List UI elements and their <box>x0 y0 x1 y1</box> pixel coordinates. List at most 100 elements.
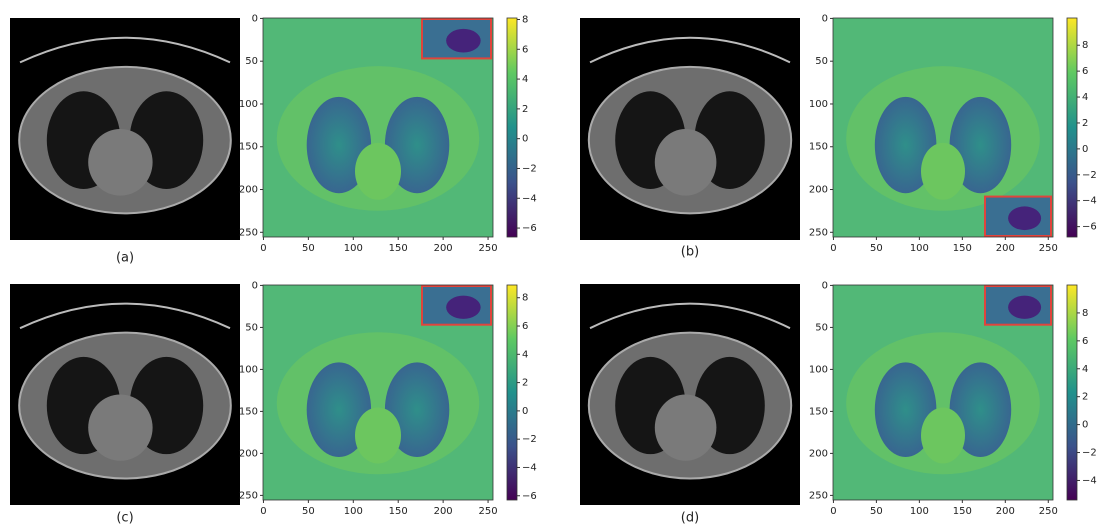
x-tick-label: 0 <box>260 243 266 254</box>
x-tick-label: 150 <box>953 506 972 517</box>
y-tick-label: 0 <box>822 280 828 291</box>
ct-table <box>19 302 231 330</box>
x-tick-label: 200 <box>434 506 453 517</box>
colorbar <box>1066 17 1078 238</box>
heatmap-frame <box>262 284 494 501</box>
x-tick-label: 150 <box>953 243 972 254</box>
colorbar-tick-label: 2 <box>522 378 528 389</box>
y-tick-label: 200 <box>809 185 828 196</box>
y-tick-label: 200 <box>809 448 828 459</box>
x-tick-label: 250 <box>479 506 498 517</box>
panel-label: (d) <box>681 511 699 525</box>
colorbar-tick-label: 2 <box>522 104 528 115</box>
colorbar-tick-label: 0 <box>1082 420 1088 431</box>
colorbar-tick-label: 0 <box>522 134 528 145</box>
colorbar-tick-label: −2 <box>1082 170 1097 181</box>
colorbar-tick-label: 8 <box>522 14 528 25</box>
heatmap-lung <box>949 362 1012 458</box>
colorbar-tick-label: 6 <box>522 321 528 332</box>
heatmap-heart <box>355 407 401 464</box>
y-tick-label: 100 <box>809 364 828 375</box>
x-tick-label: 200 <box>996 506 1015 517</box>
x-tick-label: 0 <box>260 506 266 517</box>
colorbar-tick-label: 8 <box>1082 40 1088 51</box>
y-tick-label: 250 <box>239 227 258 238</box>
y-tick-label: 150 <box>809 406 828 417</box>
heatmap-frame <box>262 17 494 238</box>
colorbar-tick-label: −2 <box>1082 448 1097 459</box>
colorbar-tick-label: 8 <box>1082 308 1088 319</box>
ct-heart <box>88 129 153 196</box>
y-tick-label: 50 <box>815 322 828 333</box>
x-tick-label: 250 <box>1039 506 1058 517</box>
x-tick-label: 50 <box>870 243 883 254</box>
colorbar-tick-label: 6 <box>1082 336 1088 347</box>
heatmap-heart <box>355 142 401 200</box>
colorbar-tick-label: −6 <box>522 223 537 234</box>
y-tick-label: 150 <box>809 142 828 153</box>
x-tick-label: 0 <box>830 243 836 254</box>
colorbar-tick-label: −4 <box>1082 196 1097 207</box>
panel-label: (a) <box>116 251 134 266</box>
colorbar-tick-label: 4 <box>522 349 528 360</box>
inset-spot <box>1008 206 1042 231</box>
colorbar-tick-label: −6 <box>522 491 537 502</box>
inset-spot <box>1008 295 1042 319</box>
colorbar-tick-label: 4 <box>1082 364 1088 375</box>
heatmap-frame <box>832 17 1054 238</box>
heatmap-frame <box>832 284 1054 501</box>
heatmap-lung <box>384 362 450 458</box>
y-tick-label: 200 <box>239 185 258 196</box>
colorbar-tick-label: 2 <box>1082 118 1088 129</box>
heatmap-lung <box>306 96 372 194</box>
ct-table <box>589 302 791 330</box>
y-tick-label: 250 <box>809 227 828 238</box>
y-tick-label: 250 <box>809 490 828 501</box>
x-tick-label: 250 <box>479 243 498 254</box>
x-tick-label: 100 <box>910 506 929 517</box>
y-tick-label: 0 <box>252 13 258 24</box>
colorbar-tick-label: −4 <box>1082 475 1097 486</box>
y-tick-label: 0 <box>822 13 828 24</box>
colorbar-tick-label: 6 <box>1082 66 1088 77</box>
heatmap-heart <box>921 142 965 200</box>
colorbar-tick-label: 4 <box>1082 92 1088 103</box>
y-tick-label: 250 <box>239 490 258 501</box>
heatmap-lung <box>874 362 937 458</box>
x-tick-label: 50 <box>870 506 883 517</box>
ct-heart <box>88 394 153 461</box>
x-tick-label: 250 <box>1039 243 1058 254</box>
y-tick-label: 200 <box>239 448 258 459</box>
colorbar-tick-label: −2 <box>522 434 537 445</box>
panel-label: (c) <box>116 511 133 525</box>
panel-label: (b) <box>681 245 699 260</box>
ct-heart <box>654 129 717 196</box>
y-tick-label: 100 <box>239 364 258 375</box>
heatmap-heart <box>921 407 965 464</box>
y-tick-label: 50 <box>245 56 258 67</box>
x-tick-label: 150 <box>389 506 408 517</box>
colorbar-tick-label: −4 <box>522 193 537 204</box>
ct-heart <box>654 394 717 461</box>
colorbar-tick-label: 6 <box>522 44 528 55</box>
x-tick-label: 100 <box>344 506 363 517</box>
colorbar-tick-label: 4 <box>522 74 528 85</box>
y-tick-label: 150 <box>239 406 258 417</box>
x-tick-label: 100 <box>344 243 363 254</box>
heatmap-lung <box>874 96 937 194</box>
colorbar-tick-label: 0 <box>1082 144 1088 155</box>
x-tick-label: 150 <box>389 243 408 254</box>
heatmap-lung <box>949 96 1012 194</box>
ct-table <box>589 36 791 64</box>
colorbar-tick-label: 0 <box>522 406 528 417</box>
y-tick-label: 50 <box>815 56 828 67</box>
y-tick-label: 50 <box>245 322 258 333</box>
colorbar-tick-label: −2 <box>522 163 537 174</box>
heatmap-lung <box>306 362 372 458</box>
colorbar-tick-label: 8 <box>522 293 528 304</box>
x-tick-label: 50 <box>302 243 315 254</box>
colorbar-tick-label: −6 <box>1082 222 1097 233</box>
colorbar-tick-label: 2 <box>1082 392 1088 403</box>
x-tick-label: 200 <box>996 243 1015 254</box>
x-tick-label: 200 <box>434 243 453 254</box>
